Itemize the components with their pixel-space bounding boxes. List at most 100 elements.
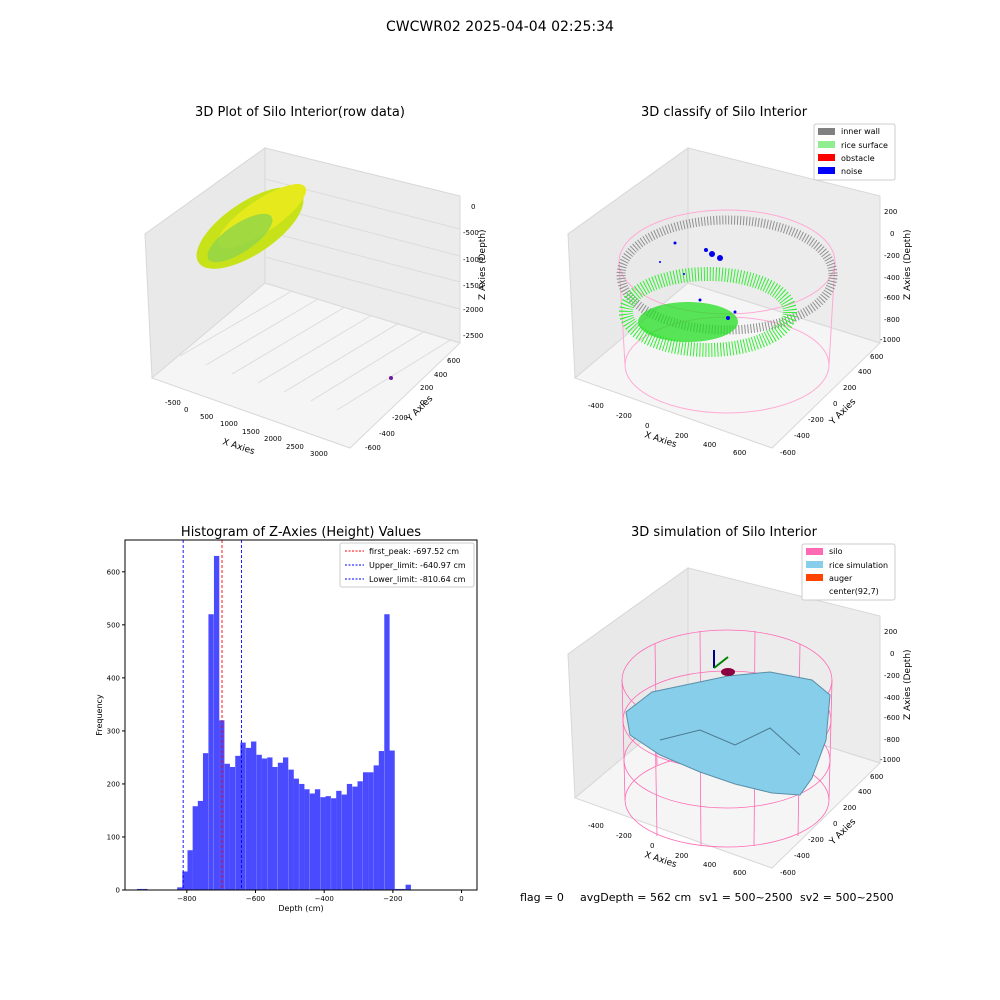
histogram-bar (261, 758, 268, 890)
z-tick: -1000 (880, 756, 900, 764)
legend-label: noise (841, 167, 862, 176)
histogram-bar (235, 755, 241, 890)
silo-side-line (828, 261, 836, 366)
panel-simulation-title: 3D simulation of Silo Interior (631, 525, 818, 540)
histogram-bar (309, 793, 316, 890)
simulation-x-label: X Axies (643, 850, 678, 870)
simulation-z-label: Z Axies (Depth) (903, 649, 913, 720)
y-tick: 0 (833, 820, 837, 828)
y-tick: 600 (447, 357, 460, 365)
x-tick-label: −800 (177, 895, 196, 903)
summary-footer: flag = 0 avgDepth = 562 cm sv1 = 500~250… (520, 891, 894, 904)
histogram-x-ticks: −800 −600 −400 −200 0 (177, 890, 464, 903)
y-tick: -600 (780, 869, 796, 877)
histogram-bar (177, 887, 183, 890)
raw-x-label: X Axies (221, 437, 256, 457)
z-tick: -1000 (880, 336, 900, 344)
auger-marker (721, 668, 735, 676)
histogram-bar (272, 766, 278, 890)
x-tick: -400 (588, 822, 604, 830)
x-tick: 0 (650, 842, 654, 850)
panel-classify-title: 3D classify of Silo Interior (641, 105, 808, 120)
x-tick: 400 (703, 441, 716, 449)
histogram-bar (277, 762, 284, 890)
histogram-bar (251, 741, 257, 890)
x-tick: 0 (184, 406, 188, 414)
y-tick: 0 (420, 399, 424, 407)
histogram-y-label: Frequency (95, 694, 104, 736)
y-tick: 400 (858, 788, 871, 796)
rice-simulation-surface (625, 671, 831, 796)
classify-z-label: Z Axies (Depth) (903, 229, 913, 300)
y-tick: 400 (434, 371, 447, 379)
histogram-bar (299, 783, 305, 890)
z-tick: -500 (463, 229, 479, 237)
panel-raw-3d: 3D Plot of Silo Interior(row data) -500 … (144, 105, 488, 458)
legend-swatch-rice-surface (818, 141, 835, 148)
histogram-bar (352, 786, 358, 890)
classify-x-ticks: -400 -200 0 200 400 600 (588, 402, 746, 457)
z-tick: -2000 (463, 306, 483, 314)
legend-label: Lower_limit: -810.64 cm (369, 575, 466, 584)
histogram-bar (208, 614, 214, 890)
raw-point-cloud-inner (207, 213, 273, 263)
histogram-bar (197, 800, 204, 890)
classify-y-label: Y Axies (827, 397, 858, 428)
z-tick: 200 (884, 208, 897, 216)
panel-histogram: Histogram of Z-Axies (Height) Values −80… (95, 525, 478, 913)
histogram-bar (394, 888, 401, 890)
histogram-bar (182, 871, 188, 890)
raw-y-ticks: -600 -400 -200 0 200 400 600 (365, 357, 460, 452)
simulation-z-ticks: 200 0 -200 -400 -600 -800 -1000 (880, 628, 900, 764)
raw-z-label: Z Axies (Depth) (478, 229, 488, 300)
y-tick: -200 (392, 414, 408, 422)
histogram-bar (331, 798, 337, 890)
y-tick-label: 300 (107, 727, 120, 735)
y-tick: 0 (833, 400, 837, 408)
classify-z-ticks: 200 0 -200 -400 -600 -800 -1000 (880, 208, 900, 344)
histogram-bar (389, 750, 395, 890)
histogram-bar (213, 555, 220, 890)
legend-label: center(92,7) (829, 587, 879, 596)
histogram-x-label: Depth (cm) (278, 904, 323, 913)
x-tick: 2000 (264, 435, 282, 443)
histogram-bar (357, 781, 363, 890)
figure-title: CWCWR02 2025-04-04 02:25:34 (386, 19, 614, 35)
y-tick-label: 600 (107, 568, 120, 576)
x-tick-label: −400 (315, 895, 334, 903)
rice-surface-dense (638, 302, 738, 342)
x-tick-label: −600 (246, 895, 265, 903)
z-tick: -600 (884, 714, 900, 722)
classify-x-label: X Axies (643, 430, 678, 450)
histogram-bar (378, 751, 385, 890)
histogram-bar (325, 796, 331, 890)
y-tick: -600 (780, 449, 796, 457)
x-tick: 400 (703, 861, 716, 869)
silo-side-line (618, 261, 626, 366)
z-tick: -1500 (463, 282, 483, 290)
z-tick: -200 (884, 672, 900, 680)
y-tick: 400 (858, 368, 871, 376)
x-tick: 600 (733, 449, 746, 457)
y-tick: -200 (808, 836, 824, 844)
histogram-bar (192, 806, 198, 890)
rice-surface-ridge (659, 727, 801, 756)
classify-y-ticks: -600 -400 -200 0 200 400 600 (780, 353, 883, 457)
legend-label: auger (829, 574, 853, 583)
x-tick: 3000 (310, 450, 328, 458)
x-tick: -200 (616, 832, 632, 840)
x-tick: 1500 (242, 428, 260, 436)
legend-label: silo (829, 547, 843, 556)
legend-label: Upper_limit: -640.97 cm (369, 561, 466, 570)
y-tick: 200 (843, 804, 856, 812)
y-tick-label: 500 (107, 621, 120, 629)
y-tick: 200 (420, 384, 433, 392)
histogram-bar (405, 884, 411, 890)
sv1-text: sv1 = 500~2500 (699, 891, 793, 904)
simulation-x-ticks: -400 -200 0 200 400 600 (588, 822, 746, 877)
histogram-bar (336, 790, 342, 890)
z-tick: -600 (884, 294, 900, 302)
raw-z-ticks: 0 -500 -1000 -1500 -2000 -2500 (463, 203, 483, 340)
histogram-bar (202, 753, 209, 890)
histogram-bar (400, 888, 406, 890)
